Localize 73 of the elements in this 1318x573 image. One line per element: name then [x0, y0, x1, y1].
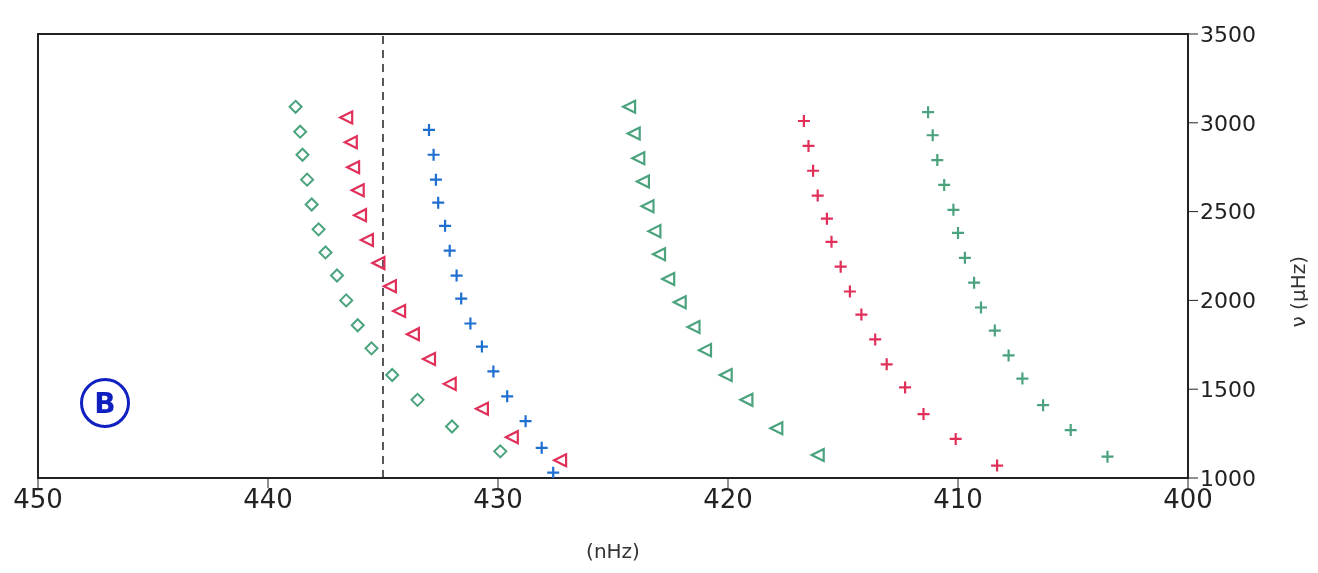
point	[385, 367, 400, 382]
point	[431, 195, 446, 210]
point	[973, 300, 989, 315]
y-tick-label: 3500	[1200, 21, 1256, 47]
point	[810, 447, 825, 463]
point	[635, 174, 650, 189]
point	[346, 160, 361, 175]
point	[352, 208, 368, 223]
point	[405, 327, 420, 342]
point	[343, 135, 358, 150]
y-tick-label: 3000	[1200, 110, 1256, 136]
point	[640, 199, 655, 214]
point	[504, 430, 519, 445]
point	[651, 247, 667, 262]
point	[304, 197, 319, 212]
point	[631, 151, 646, 166]
point	[426, 147, 441, 162]
point	[350, 183, 365, 198]
x-tick-label: 410	[933, 484, 983, 515]
point	[295, 147, 310, 162]
point	[463, 316, 478, 331]
x-tick-label: 450	[13, 484, 63, 515]
point	[500, 389, 515, 404]
point	[318, 245, 333, 260]
point	[454, 291, 469, 306]
point	[382, 279, 397, 294]
point	[392, 303, 407, 319]
y-tick-label: 2500	[1200, 199, 1256, 225]
point	[442, 376, 457, 391]
point	[647, 224, 662, 239]
point	[474, 339, 489, 354]
point	[339, 293, 354, 308]
point	[449, 268, 464, 283]
point	[518, 414, 533, 429]
point	[339, 110, 354, 125]
x-tick-label: 430	[473, 484, 523, 515]
point	[442, 243, 457, 258]
point	[421, 351, 437, 367]
point	[371, 256, 386, 271]
point	[739, 392, 754, 407]
point	[686, 319, 701, 335]
x-axis-title: (nHz)	[586, 539, 640, 563]
point	[410, 392, 425, 407]
point	[364, 341, 379, 356]
point	[445, 419, 459, 434]
annotation: B	[80, 378, 130, 428]
point	[553, 453, 568, 468]
point	[534, 440, 549, 455]
point	[769, 421, 784, 436]
point	[359, 232, 374, 248]
y-tick-label: 2000	[1200, 288, 1256, 314]
point	[486, 364, 501, 379]
point	[697, 343, 713, 358]
point	[474, 401, 489, 416]
point	[626, 126, 641, 141]
point	[438, 218, 453, 233]
point	[622, 99, 637, 114]
point	[293, 124, 308, 139]
point	[311, 222, 326, 237]
point	[300, 172, 315, 187]
point	[330, 268, 344, 283]
x-tick-label: 420	[703, 484, 753, 515]
point	[661, 271, 676, 287]
point	[350, 318, 365, 333]
y-tick-label: 1500	[1200, 377, 1256, 403]
point	[493, 444, 508, 459]
point	[421, 122, 437, 137]
point	[288, 99, 303, 114]
x-tick-label: 440	[243, 484, 293, 515]
point	[718, 367, 733, 383]
point	[546, 465, 561, 478]
point	[672, 295, 687, 310]
point	[428, 172, 443, 187]
